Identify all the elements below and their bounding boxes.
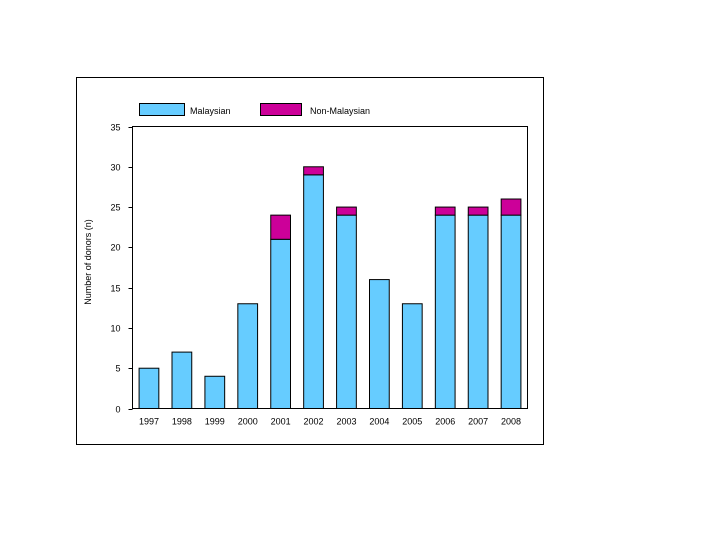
- bar-non-malaysian-2006: [434, 206, 456, 216]
- bar-malaysian-2004: [369, 279, 390, 410]
- x-tick-label: 2000: [238, 417, 258, 427]
- x-tick-label: 1998: [172, 417, 192, 427]
- x-tick-label: 1997: [139, 417, 159, 427]
- bars: [138, 166, 522, 410]
- y-tick-label: 10: [110, 324, 120, 334]
- bar-malaysian-2008: [500, 214, 522, 409]
- legend-swatch-malaysian: [139, 103, 185, 116]
- x-tick-label: 2003: [336, 417, 356, 427]
- y-tick-label: 0: [115, 405, 120, 415]
- x-tick-label: 2007: [468, 417, 488, 427]
- y-tick-label: 5: [115, 364, 120, 374]
- bar-non-malaysian-2007: [467, 206, 489, 216]
- x-axis: 1997 1998 1999 2000 2001 2002 2003 2004 2005 2006…: [139, 417, 521, 427]
- bar-malaysian-1997: [138, 367, 160, 410]
- y-axis: 0 5 10 15 20 25 30 35: [110, 123, 133, 415]
- x-tick-label: 2008: [501, 417, 521, 427]
- bar-malaysian-2005: [401, 303, 423, 409]
- x-tick-label: 2006: [435, 417, 455, 427]
- y-tick-label: 15: [110, 284, 120, 294]
- legend-label-non-malaysian: Non-Malaysian: [310, 106, 370, 116]
- plot-area: [132, 126, 528, 409]
- bar-malaysian-2007: [467, 214, 489, 409]
- bar-malaysian-1998: [171, 351, 193, 410]
- y-tick-label: 35: [110, 123, 120, 133]
- legend-swatch-non-malaysian: [260, 103, 302, 116]
- bar-non-malaysian-2001: [270, 214, 291, 240]
- x-tick-label: 2004: [369, 417, 389, 427]
- bar-non-malaysian-2008: [500, 198, 522, 216]
- bar-malaysian-2006: [434, 214, 456, 409]
- bar-malaysian-1999: [204, 375, 226, 409]
- y-tick-label: 20: [110, 243, 120, 253]
- bar-malaysian-2002: [303, 174, 324, 409]
- legend-label-malaysian: Malaysian: [190, 106, 231, 116]
- x-tick-label: 2005: [402, 417, 422, 427]
- legend: Malaysian Non-Malaysian: [139, 103, 370, 116]
- y-axis-label: Number of donors (n): [83, 219, 93, 305]
- bar-malaysian-2000: [237, 303, 259, 409]
- bar-non-malaysian-2003: [336, 206, 357, 216]
- x-tick-label: 2001: [271, 417, 291, 427]
- bar-malaysian-2001: [270, 238, 291, 409]
- x-tick-label: 1999: [205, 417, 225, 427]
- x-tick-label: 2002: [304, 417, 324, 427]
- bar-non-malaysian-2002: [303, 166, 324, 176]
- y-tick-label: 30: [110, 163, 120, 173]
- bar-malaysian-2003: [336, 214, 357, 409]
- y-tick-label: 25: [110, 203, 120, 213]
